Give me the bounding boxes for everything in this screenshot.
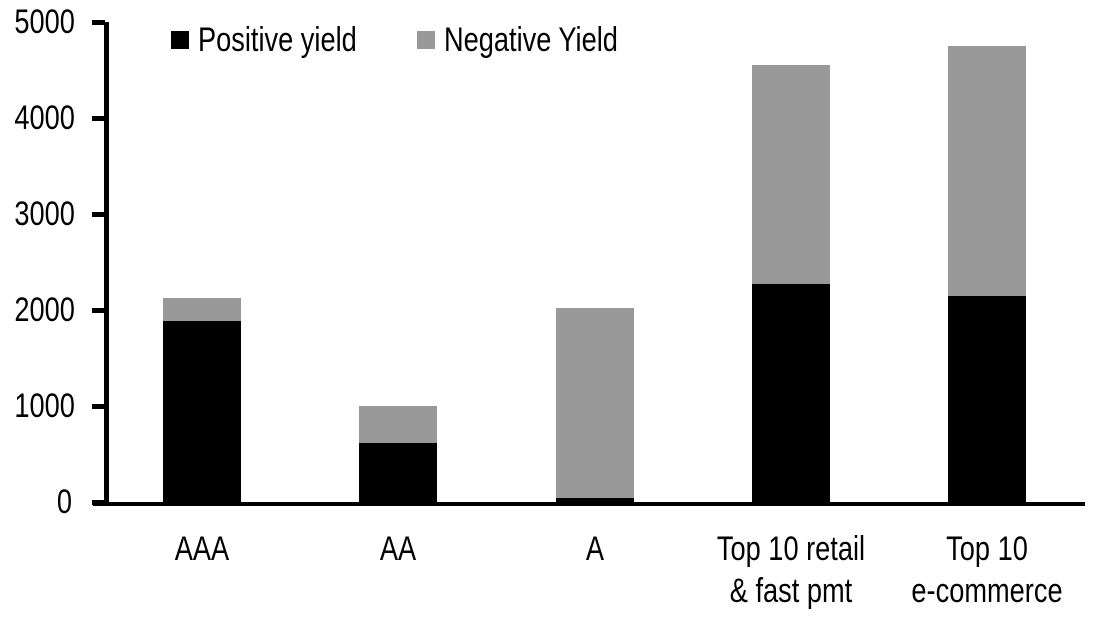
legend-item-positive-yield: Positive yield xyxy=(171,22,396,58)
y-axis-tick-label-5000: 5000 xyxy=(14,3,75,41)
bar-aaa xyxy=(163,298,242,502)
x-category-label-aa: AA xyxy=(380,530,417,568)
y-axis-tick-4000 xyxy=(92,116,105,121)
bar-segment-negative-yield xyxy=(947,46,1026,296)
y-axis-tick-3000 xyxy=(92,212,105,217)
bar-segment-positive-yield xyxy=(947,295,1026,502)
bar-segment-negative-yield xyxy=(163,298,242,321)
bar-segment-positive-yield xyxy=(163,320,242,502)
legend-item-negative-yield: Negative Yield xyxy=(417,22,661,58)
y-axis-tick-label-0: 0 xyxy=(56,483,72,521)
x-axis-line xyxy=(93,502,1085,506)
legend-swatch-positive-yield xyxy=(171,31,189,49)
y-axis-tick-label-4000: 4000 xyxy=(14,99,75,137)
bar-aa xyxy=(359,406,438,502)
x-category-label-a: A xyxy=(585,530,604,568)
y-axis-tick-2000 xyxy=(92,308,105,313)
legend-swatch-negative-yield xyxy=(417,31,435,49)
legend-label-positive-yield: Positive yield xyxy=(198,21,357,59)
bar-segment-positive-yield xyxy=(555,497,634,502)
bar-segment-negative-yield xyxy=(359,406,438,443)
y-axis-tick-0 xyxy=(92,500,105,505)
x-category-label-top-10: Top 10 e-commerce xyxy=(911,530,1063,610)
bar-segment-negative-yield xyxy=(751,64,830,284)
y-axis-tick-5000 xyxy=(92,20,105,25)
legend: Positive yield Negative Yield xyxy=(0,22,1102,58)
y-axis-tick-label-2000: 2000 xyxy=(14,291,75,329)
legend-label-negative-yield: Negative Yield xyxy=(444,21,618,59)
bar-a xyxy=(555,307,634,502)
x-category-label-top-10-retail: Top 10 retail & fast pmt xyxy=(716,530,865,610)
bar-segment-negative-yield xyxy=(555,307,634,498)
bar-segment-positive-yield xyxy=(359,442,438,502)
bar-top-10 xyxy=(947,46,1026,502)
y-axis-tick-1000 xyxy=(92,404,105,409)
y-axis-line xyxy=(104,22,109,506)
y-axis-tick-label-1000: 1000 xyxy=(14,387,75,425)
bar-segment-positive-yield xyxy=(751,283,830,502)
y-axis-tick-label-3000: 3000 xyxy=(14,195,75,233)
x-category-label-aaa: AAA xyxy=(174,530,230,568)
bar-top-10-retail xyxy=(751,64,830,502)
